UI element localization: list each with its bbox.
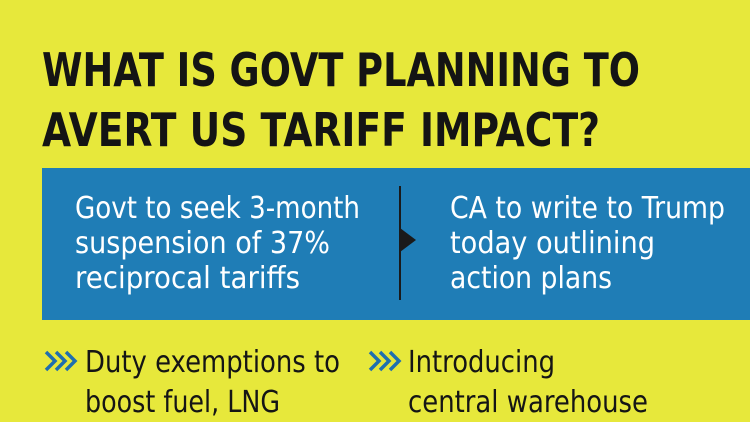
bullet-icon [44, 350, 78, 372]
bullet-line: Duty exemptions to [85, 345, 340, 380]
title-line: AVERT US TARIFF IMPACT? [42, 103, 600, 157]
bullet-icon [368, 350, 402, 372]
panel [42, 168, 750, 320]
panel-line: CA to write to Trump [450, 191, 725, 226]
title-line: WHAT IS GOVT PLANNING TO [42, 43, 640, 97]
arrow [400, 228, 416, 252]
panel-line: reciprocal tariffs [75, 261, 300, 296]
bullet-line: boost fuel, LNG [85, 385, 280, 420]
panel-line: suspension of 37% [75, 226, 330, 261]
bullet-line: central warehouse [408, 385, 648, 420]
panel-line: action plans [450, 261, 612, 296]
panel-line: Govt to seek 3-month [75, 191, 360, 226]
bullet-line: Introducing [408, 345, 555, 380]
panel-line: today outlining [450, 226, 655, 261]
